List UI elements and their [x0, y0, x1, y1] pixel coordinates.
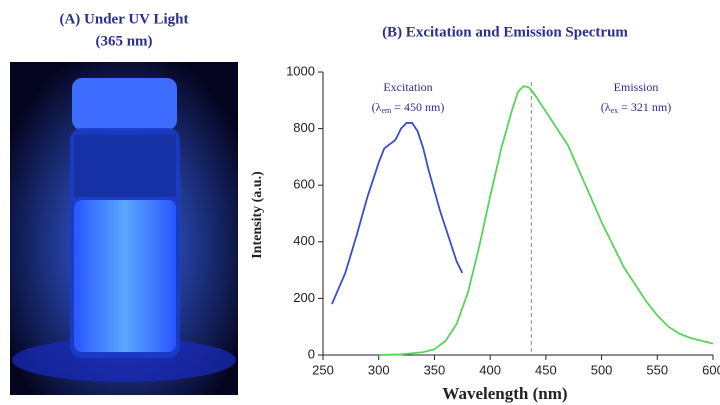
annotation-part: (λ	[372, 100, 382, 114]
annotation-part: = 321 nm)	[618, 100, 671, 114]
x-tick-label: 250	[312, 362, 334, 377]
x-tick-label: 600	[702, 362, 720, 377]
spectrum-line	[332, 123, 462, 304]
annotation: Excitation	[383, 80, 432, 94]
y-tick-label: 0	[308, 346, 315, 361]
annotation-part: = 450 nm)	[391, 100, 444, 114]
annotation-part: (λ	[601, 100, 611, 114]
y-axis-label: Intensity (a.u.)	[250, 171, 265, 259]
photo-title: (A) Under UV Light	[59, 11, 188, 27]
y-tick-label: 800	[293, 120, 315, 135]
x-tick-label: 550	[646, 362, 668, 377]
x-tick-label: 350	[424, 362, 446, 377]
annotation: (λem = 450 nm)	[372, 100, 445, 115]
annotation-sub: ex	[611, 106, 619, 115]
photo	[10, 62, 238, 395]
y-tick-label: 1000	[286, 63, 315, 78]
photo-title: (365 nm)	[95, 33, 152, 49]
x-tick-label: 500	[591, 362, 613, 377]
y-tick-label: 600	[293, 177, 315, 192]
annotation: Emission	[614, 80, 659, 94]
figure: (A) Under UV Light (365 nm) (B) Excitati…	[0, 0, 720, 405]
y-tick-label: 400	[293, 233, 315, 248]
annotation: (λex = 321 nm)	[601, 100, 672, 115]
x-axis-label: Wavelength (nm)	[442, 384, 567, 403]
chart: (B) Excitation and Emission Spectrum Wave…	[250, 24, 720, 402]
x-tick-label: 400	[479, 362, 501, 377]
x-tick-label: 450	[535, 362, 557, 377]
chart-title: (B) Excitation and Emission Spectrum	[382, 24, 628, 40]
x-tick-label: 300	[368, 362, 390, 377]
y-tick-label: 200	[293, 290, 315, 305]
spectrum-line	[379, 86, 713, 355]
